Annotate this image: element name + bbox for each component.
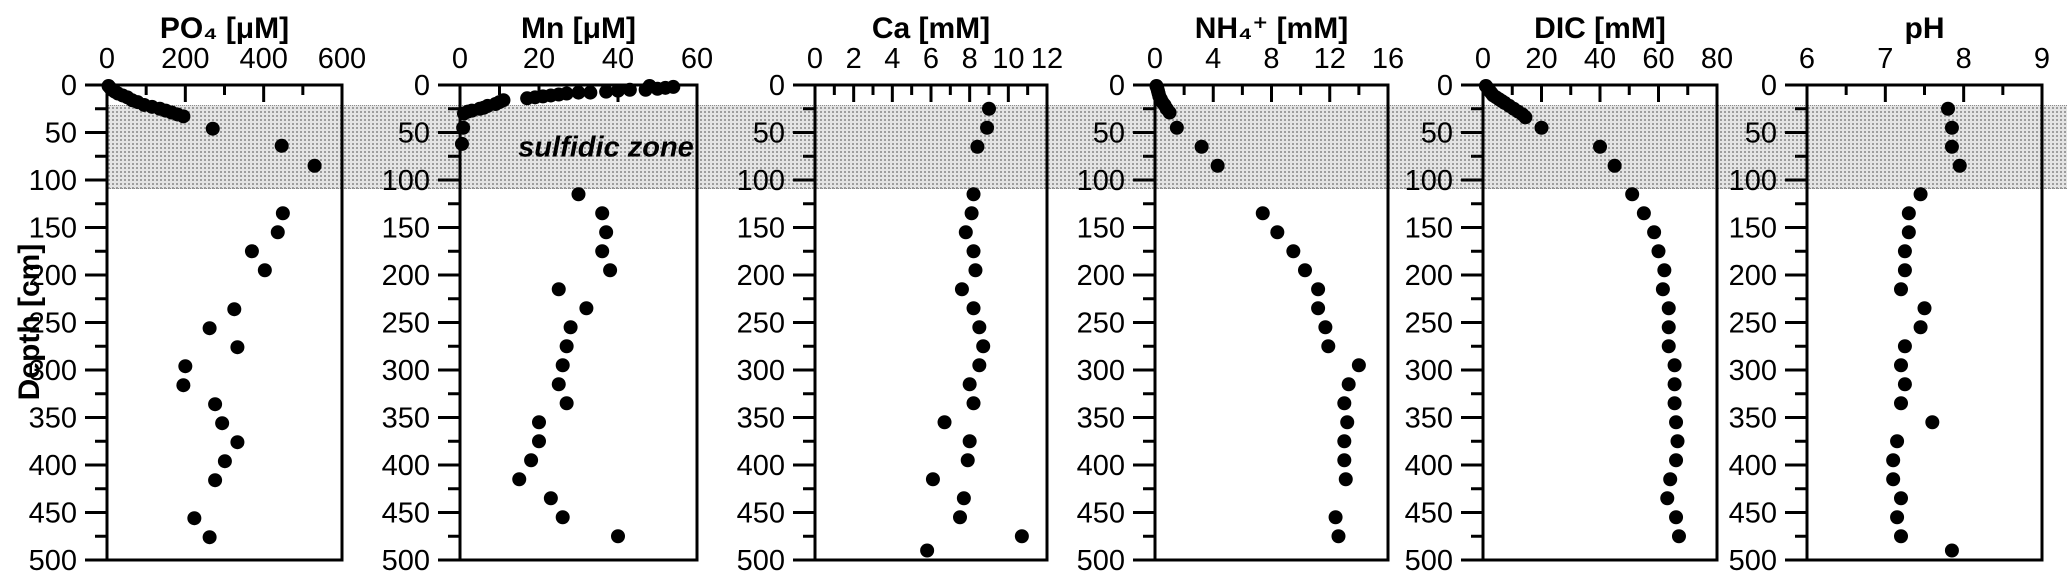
ph-data-point (1913, 187, 1928, 202)
ph-data-point (1894, 282, 1908, 297)
sulfidic-zone-band (107, 105, 2067, 189)
ph-data-point (1894, 529, 1908, 544)
ph-data-point (1894, 491, 1908, 506)
ph-y-tick-label: 500 (1729, 545, 1777, 577)
ph-data-point (1925, 415, 1940, 430)
ph-data-point (1901, 206, 1916, 221)
ph-data-point (1941, 101, 1955, 116)
ph-title: pH (1905, 12, 1945, 45)
ph-y-tick-label: 300 (1729, 355, 1777, 387)
ph-data-point (1944, 139, 1959, 154)
ph-y-tick-label: 250 (1729, 308, 1777, 340)
ph-y-tick-label: 0 (1761, 70, 1777, 102)
ph-data-point (1944, 120, 1959, 135)
ph-data-point (1913, 320, 1928, 335)
ph-data-point (1897, 244, 1912, 259)
ph-y-tick-label: 450 (1729, 498, 1777, 530)
ph-x-tick-label: 6 (1799, 43, 1815, 75)
ph-y-tick-label: 400 (1729, 450, 1777, 482)
ph-data-point (1894, 396, 1908, 411)
ph-data-point (1886, 453, 1901, 468)
depth-axis-label: Depth [cm] (13, 243, 46, 401)
ph-y-tick-label: 350 (1729, 403, 1777, 435)
ph-data-point (1897, 377, 1912, 392)
ph-data-point (1890, 434, 1905, 449)
ph-y-tick-label: 150 (1729, 213, 1777, 245)
ph-y-tick-label: 100 (1729, 165, 1777, 197)
ph-x-tick-label: 7 (1877, 43, 1893, 75)
ph-y-tick-label: 50 (1745, 118, 1777, 150)
ph-data-point (1944, 543, 1959, 558)
ph-x-tick-label: 8 (1956, 43, 1972, 75)
ph-data-point (1897, 339, 1912, 354)
ph-y-tick-label: 200 (1729, 260, 1777, 292)
ph-data-point (1901, 225, 1916, 240)
ph-data-point (1890, 510, 1905, 525)
ph-data-point (1894, 358, 1908, 373)
ph-data-point (1897, 263, 1912, 278)
sulfidic-zone-label: sulfidic zone (518, 131, 694, 164)
ph-x-tick-label: 9 (2034, 43, 2050, 75)
ph-data-point (1886, 472, 1901, 487)
ph-data-point (1952, 158, 1967, 173)
ph-data-point (1917, 301, 1932, 316)
